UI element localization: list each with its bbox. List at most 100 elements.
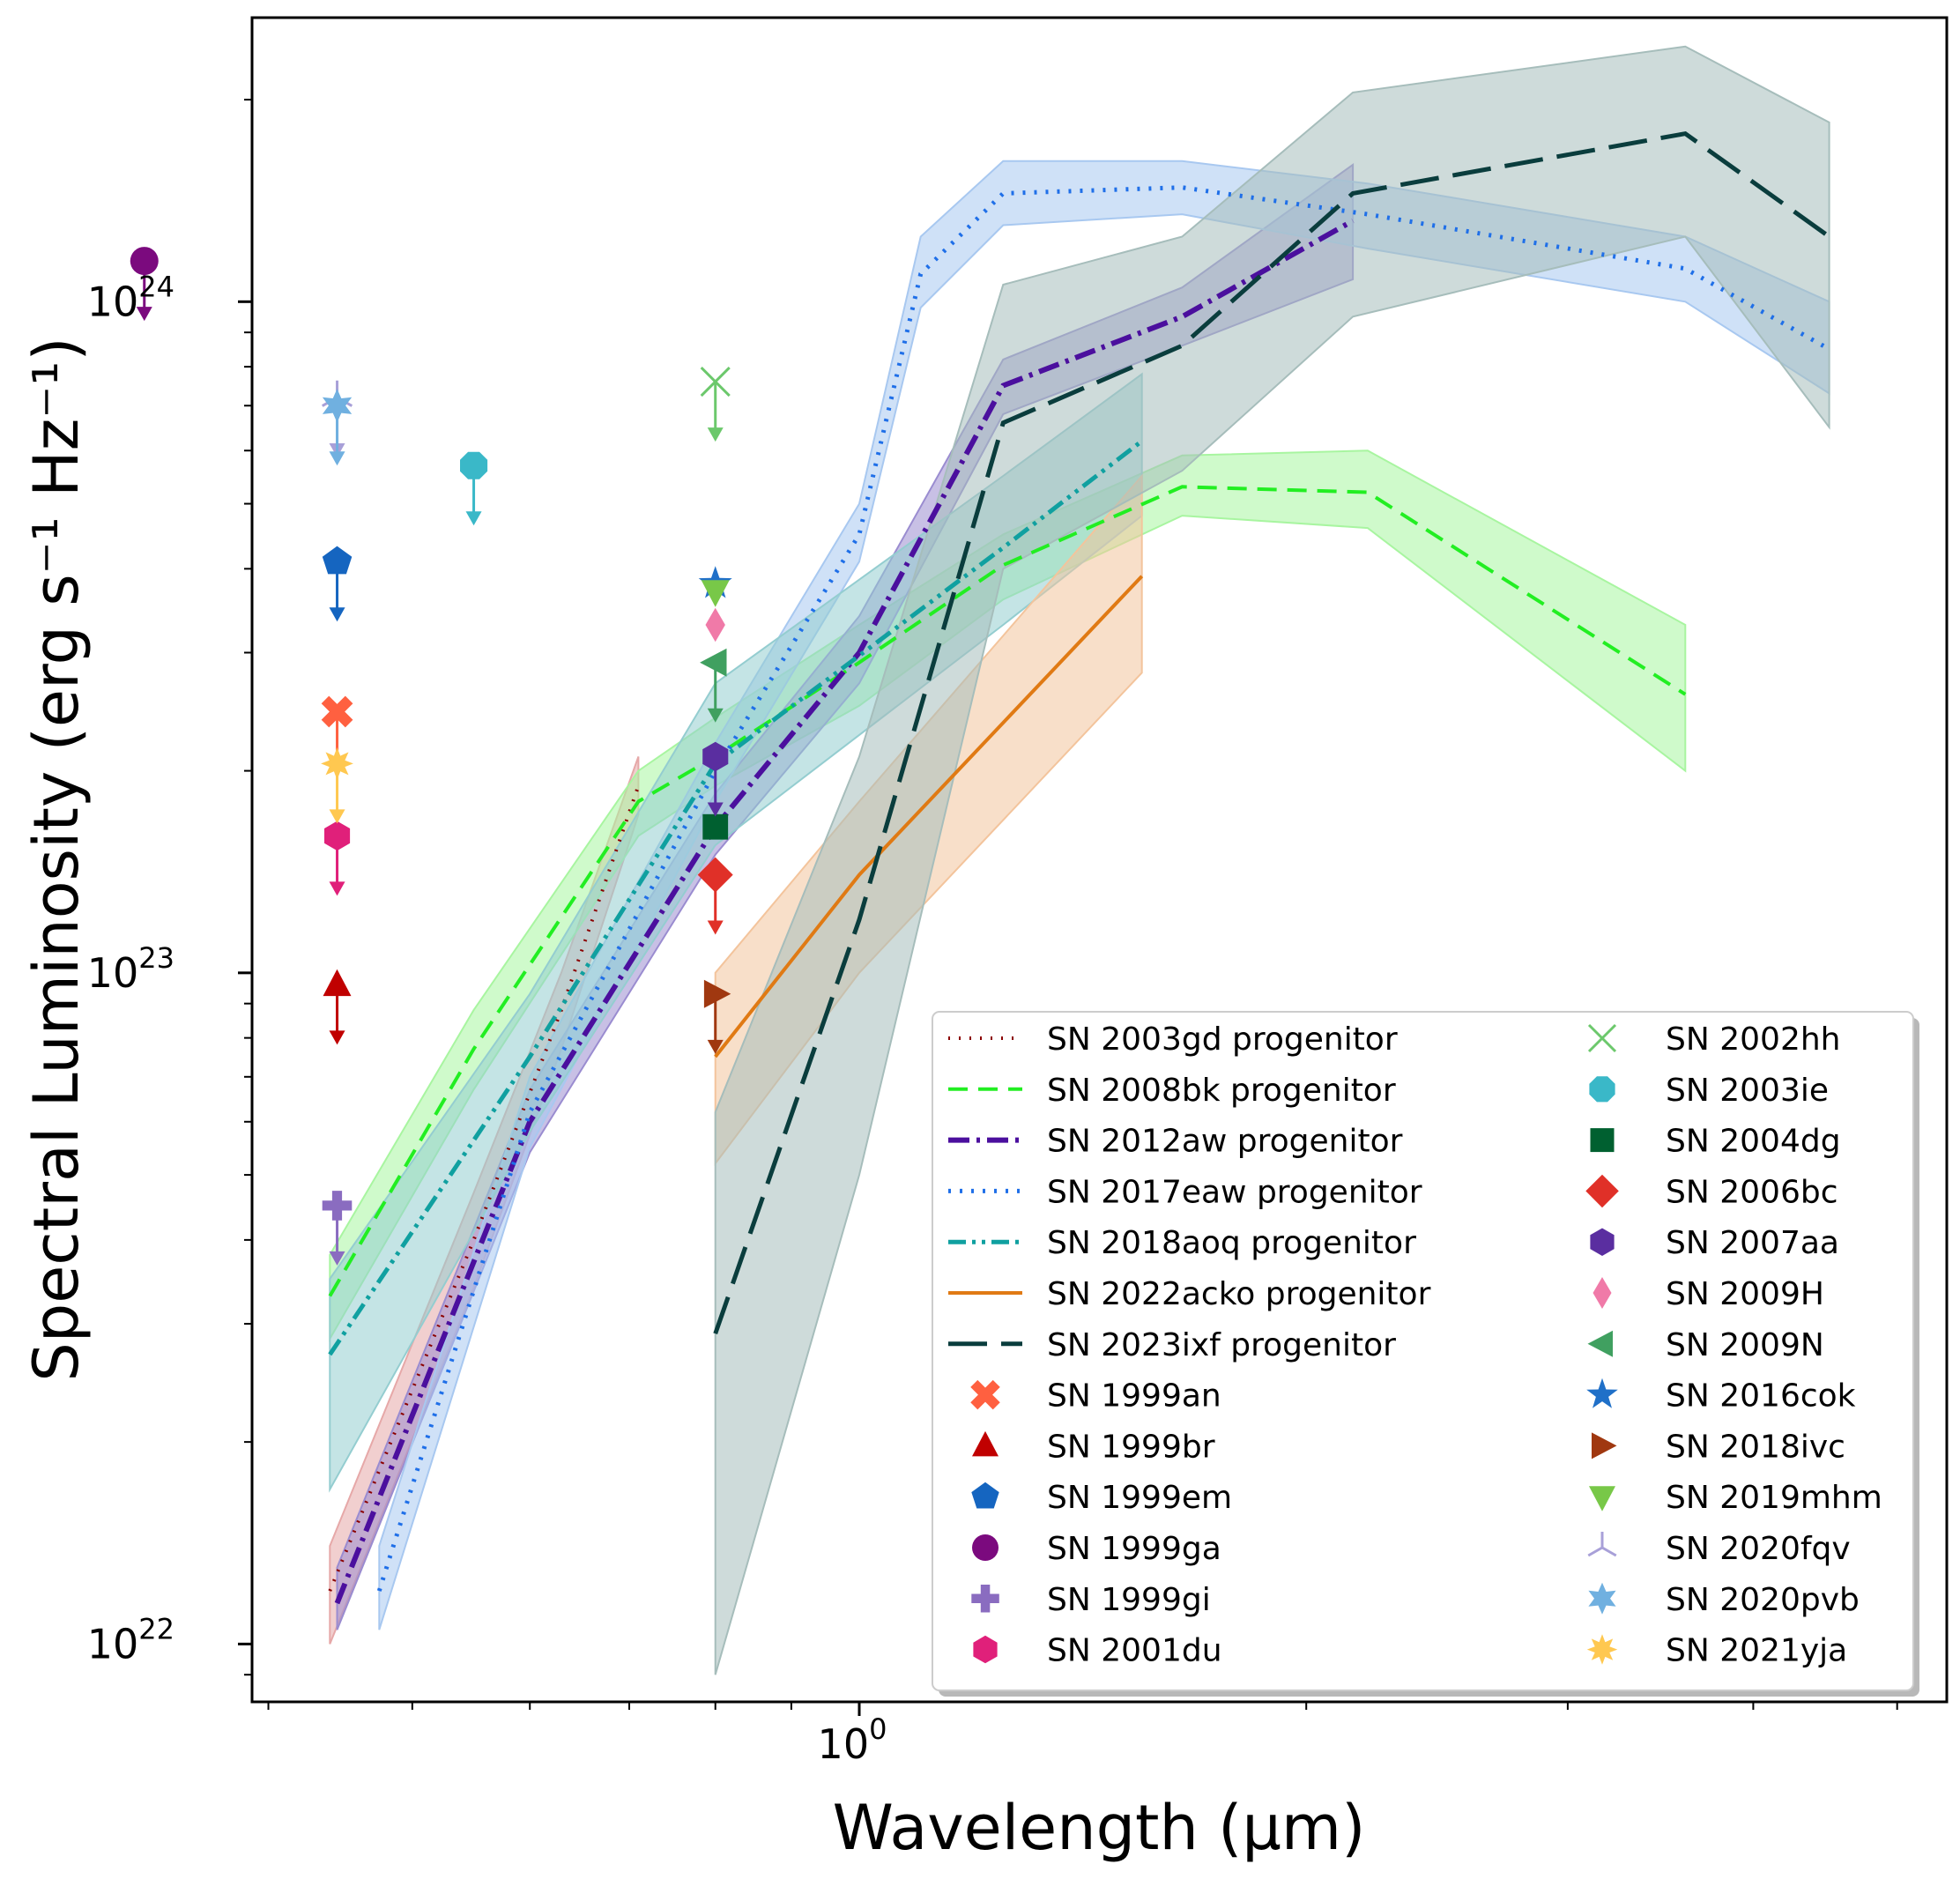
legend-swatch [1592, 1277, 1612, 1309]
legend-label: SN 2021yja [1666, 1633, 1847, 1669]
legend-label: SN 2009N [1666, 1327, 1824, 1363]
legend-item-sn-2007aa: SN 2007aa [1590, 1225, 1839, 1261]
legend-label: SN 1999em [1047, 1480, 1232, 1516]
sn-2019mhm-marker [701, 580, 730, 607]
legend-label: SN 2008bk progenitor [1047, 1073, 1396, 1109]
legend-label: SN 2020fqv [1666, 1531, 1851, 1567]
legend-swatch [1587, 1532, 1617, 1557]
legend-swatch [972, 1430, 999, 1457]
sn-1999ga-marker [130, 247, 159, 276]
legend-item-sn-1999an: SN 1999an [970, 1378, 1221, 1415]
legend-box [932, 1011, 1914, 1691]
legend-label: SN 2018aoq progenitor [1047, 1225, 1416, 1261]
legend-item-sn-2004dg: SN 2004dg [1590, 1124, 1841, 1160]
legend-label: SN 2007aa [1666, 1225, 1839, 1261]
data-markers [130, 247, 733, 1266]
sn-2018ivc-upper-limit-arrow [707, 993, 724, 1054]
legend-label: SN 2002hh [1666, 1021, 1840, 1058]
sn-2021yja-marker [321, 747, 353, 780]
sn-2007aa-marker [702, 741, 729, 772]
legend-label: SN 2016cok [1666, 1378, 1856, 1415]
legend-swatch [1587, 1023, 1617, 1053]
legend-label: SN 1999an [1047, 1378, 1221, 1415]
y-axis: 1022 1023 1024 [87, 99, 252, 1676]
legend-item-sn-2003gd-progenitor: SN 2003gd progenitor [948, 1021, 1398, 1058]
legend-label: SN 2003gd progenitor [1047, 1021, 1398, 1058]
x-axis-label: Wavelength (μm) [833, 1792, 1366, 1864]
legend-label: SN 2001du [1047, 1633, 1222, 1669]
sn-2009h-marker [705, 607, 725, 642]
sn-2003ie-marker [460, 451, 488, 479]
legend-swatch [1586, 1634, 1618, 1665]
legend-label: SN 1999ga [1047, 1531, 1221, 1567]
sn-2001du-marker [324, 821, 351, 851]
legend-item-sn-2009h: SN 2009H [1592, 1276, 1824, 1312]
sn-2002hh-marker [700, 367, 731, 397]
legend-item-sn-1999gi: SN 1999gi [971, 1582, 1211, 1618]
legend-swatch [1585, 1174, 1619, 1208]
legend-label: SN 2023ixf progenitor [1047, 1327, 1396, 1363]
sn-1999an-marker [321, 695, 353, 728]
legend-item-sn-1999em: SN 1999em [971, 1480, 1232, 1516]
legend-swatch [973, 1635, 998, 1664]
sn-2002hh-upper-limit-arrow [707, 382, 724, 442]
legend-label: SN 1999gi [1047, 1582, 1211, 1618]
sn-2009n-upper-limit-arrow [707, 662, 724, 723]
sn-1999gi-marker [322, 1191, 353, 1221]
sn-2008bk-progenitor-line [328, 485, 1687, 1297]
legend-item-sn-2019mhm: SN 2019mhm [1589, 1480, 1882, 1516]
legend-item-sn-2018aoq-progenitor: SN 2018aoq progenitor [948, 1225, 1416, 1261]
sn-2020pvb-marker [322, 389, 353, 423]
legend-swatch [1586, 1378, 1618, 1408]
legend-swatch [1588, 1582, 1616, 1615]
legend-item-sn-1999ga: SN 1999ga [972, 1531, 1221, 1567]
legend-item-sn-2002hh: SN 2002hh [1587, 1021, 1840, 1058]
legend-label: SN 1999br [1047, 1429, 1215, 1465]
legend-item-sn-2006bc: SN 2006bc [1585, 1174, 1838, 1210]
y-tick-label: 1022 [87, 1612, 174, 1667]
legend-swatch [971, 1585, 999, 1613]
legend-swatch [970, 1379, 1000, 1410]
y-tick-label: 1023 [87, 941, 174, 997]
legend-swatch [972, 1534, 999, 1561]
legend-item-sn-2009n: SN 2009N [1587, 1327, 1824, 1363]
legend-swatch [1590, 1128, 1615, 1153]
legend-item-sn-2008bk-progenitor: SN 2008bk progenitor [948, 1073, 1396, 1109]
legend-swatch [1589, 1076, 1615, 1103]
legend-label: SN 2019mhm [1666, 1480, 1882, 1516]
legend-label: SN 2006bc [1666, 1174, 1838, 1210]
legend-label: SN 2022acko progenitor [1047, 1276, 1431, 1312]
legend-item-sn-2022acko-progenitor: SN 2022acko progenitor [948, 1276, 1431, 1312]
legend-item-sn-1999br: SN 1999br [972, 1429, 1215, 1465]
legend-item-sn-2020pvb: SN 2020pvb [1588, 1582, 1860, 1618]
y-axis-label: Spectral Luminosity (erg s⁻¹ Hz⁻¹) [20, 337, 93, 1381]
legend-swatch [1589, 1486, 1615, 1511]
legend-item-sn-2018ivc: SN 2018ivc [1592, 1429, 1845, 1465]
legend-item-sn-2023ixf-progenitor: SN 2023ixf progenitor [948, 1327, 1396, 1363]
legend-swatch [1587, 1330, 1613, 1357]
legend-item-sn-2012aw-progenitor: SN 2012aw progenitor [948, 1124, 1403, 1160]
y-tick-label: 1024 [87, 270, 174, 325]
legend-label: SN 2003ie [1666, 1073, 1829, 1109]
legend-label: SN 2004dg [1666, 1124, 1841, 1160]
sn-2018ivc-marker [703, 979, 731, 1008]
sn-1999br-marker [323, 969, 352, 997]
legend-swatch [1590, 1228, 1615, 1256]
legend-item-sn-2001du: SN 2001du [973, 1633, 1222, 1669]
plot-frame [250, 16, 1949, 1704]
sn-2022acko-progenitor-line [714, 575, 1144, 1058]
legend-item-sn-2021yja: SN 2021yja [1586, 1633, 1847, 1669]
legend-label: SN 2017eaw progenitor [1047, 1174, 1422, 1210]
sn-1999em-marker [322, 546, 353, 575]
legend-item-sn-2020fqv: SN 2020fqv [1587, 1531, 1851, 1567]
legend-swatch [1592, 1432, 1617, 1459]
legend-item-sn-2016cok: SN 2016cok [1586, 1378, 1856, 1415]
legend-item-sn-2003ie: SN 2003ie [1589, 1073, 1829, 1109]
sn-2004dg-marker [702, 813, 729, 840]
x-axis: 100 [267, 1702, 1898, 1768]
legend-label: SN 2012aw progenitor [1047, 1124, 1403, 1160]
legend: SN 2003gd progenitor SN 2008bk progenitor… [932, 1011, 1919, 1697]
sn-2023ixf-progenitor-line [713, 130, 1831, 1335]
x-tick-label: 100 [818, 1712, 887, 1768]
